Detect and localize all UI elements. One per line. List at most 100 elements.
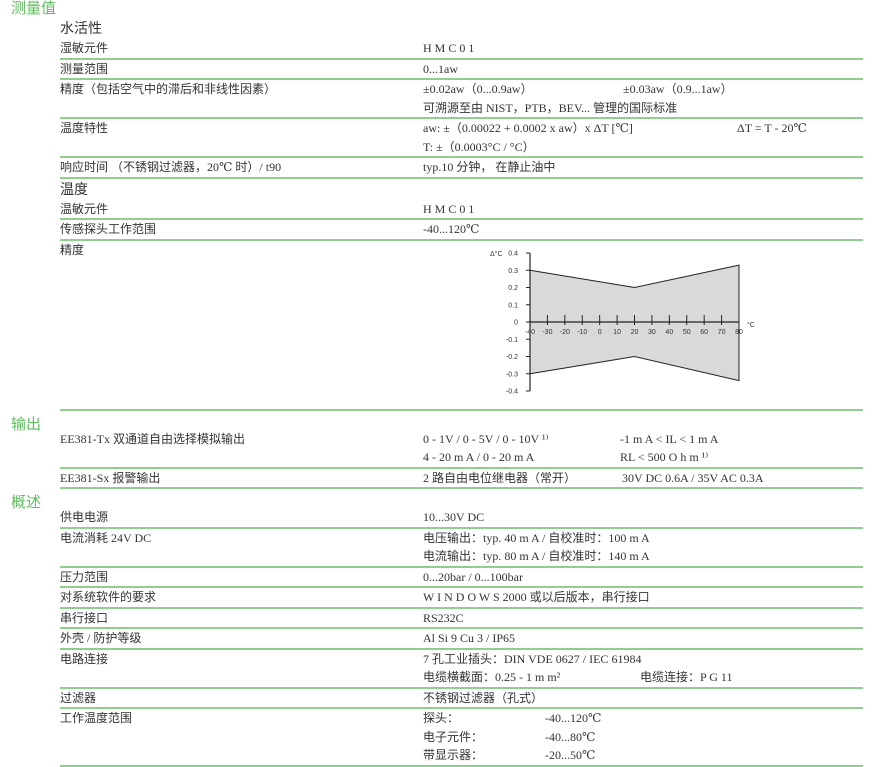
section-heading: 概述 — [11, 493, 42, 511]
value-line: 电流输出：typ. 80 m A / 自校准时：140 m A — [423, 547, 863, 566]
value-text: 0...1aw — [423, 61, 458, 76]
y-tick-label: -0.4 — [506, 388, 518, 395]
subheading: 水活性 — [60, 21, 102, 37]
value-line: 可溯源至由 NIST，PTB，BEV... 管理的国际标准 — [423, 99, 863, 118]
value-line: 探头： -40...120℃ — [423, 709, 863, 728]
value-text: ±0.02aw（0...0.9aw） — [423, 82, 533, 96]
spec-row: 供电电源 10...30V DC — [60, 508, 863, 529]
value-line: 2 路自由电位继电器（常开） 30V DC 0.6A / 35V AC 0.3A — [423, 469, 863, 488]
spec-row: 传感探头工作范围 -40...120℃ — [60, 220, 863, 241]
spec-values: 电压输出：typ. 40 m A / 自校准时：100 m A 电流输出：typ.… — [423, 529, 863, 566]
spec-label: 供电电源 — [60, 510, 109, 524]
value-line: -40...120℃ — [423, 220, 863, 239]
x-tick-label: -30 — [542, 329, 552, 336]
x-tick-label: 0 — [598, 329, 602, 336]
value-line: 电缆横截面：0.25 - 1 m m² 电缆连接：P G 11 — [423, 668, 863, 687]
y-tick-label: 0.2 — [508, 285, 518, 292]
spec-row: 对系统软件的要求 W I N D O W S 2000 或以后版本，串行接口 — [60, 588, 863, 609]
spec-label: 精度 — [60, 242, 85, 257]
spec-row: 工作温度范围 探头： -40...120℃ 电子元件： -40...80℃ 带显示器： -2… — [60, 709, 863, 767]
section-heading: 输出 — [11, 414, 42, 433]
spec-values: 2 路自由电位继电器（常开） 30V DC 0.6A / 35V AC 0.3A — [423, 469, 863, 488]
spec-row: EE381-Sx 报警输出 2 路自由电位继电器（常开） 30V DC 0.6A /… — [60, 469, 863, 489]
spec-row: 电流消耗 24V DC 电压输出：typ. 40 m A / 自校准时：100 m… — [60, 529, 863, 568]
x-tick-label: 70 — [718, 329, 726, 336]
value-text: H M C 0 1 — [423, 201, 475, 216]
spec-label: 过滤器 — [60, 690, 97, 705]
value-line: ±0.02aw（0...0.9aw） ±0.03aw（0.9...1aw） — [423, 80, 863, 99]
y-tick-label: -0.3 — [506, 371, 518, 378]
x-tick-label: -20 — [560, 329, 570, 336]
value-line: 0...1aw — [423, 60, 863, 79]
spec-row: 响应时间 （不锈钢过滤器，20℃ 时）/ t90 typ.10 分钟， 在静止油中 — [60, 158, 863, 179]
value-text: H M C 0 1 — [423, 41, 475, 55]
spec-row: 串行接口 RS232C — [60, 609, 863, 629]
x-tick-label: -10 — [577, 329, 587, 336]
x-tick-label: 50 — [683, 329, 691, 336]
x-axis-label: °C — [747, 321, 755, 329]
x-tick-label: 40 — [665, 329, 673, 336]
spec-values: 10...30V DC — [423, 508, 863, 527]
value-text: 7 孔工业插头：DIN VDE 0627 / IEC 61984 — [423, 651, 642, 666]
value-text: 带显示器： — [423, 748, 484, 762]
value-text: 不锈钢过滤器（孔式） — [423, 690, 544, 705]
spec-label: 响应时间 （不锈钢过滤器，20℃ 时）/ t90 — [60, 160, 282, 174]
value-line: 带显示器： -20...50℃ — [423, 746, 863, 765]
spec-values: W I N D O W S 2000 或以后版本，串行接口 — [423, 588, 863, 607]
spec-row: 精度（包括空气中的滞后和非线性因素） ±0.02aw（0...0.9aw） ±0.0… — [60, 80, 863, 119]
value-line: typ.10 分钟， 在静止油中 — [423, 158, 863, 177]
spec-label: 电路连接 — [60, 651, 109, 666]
spec-values: Al Si 9 Cu 3 / IP65 — [423, 629, 863, 648]
spec-row: EE381-Tx 双通道自由选择模拟输出 0 - 1V / 0 - 5V / 0 … — [60, 430, 863, 469]
spec-values: ±0.02aw（0...0.9aw） ±0.03aw（0.9...1aw） 可溯源至… — [423, 80, 863, 117]
x-tick-label: 10 — [613, 329, 621, 336]
y-tick-label: 0.1 — [508, 302, 518, 309]
spec-label: EE381-Sx 报警输出 — [60, 470, 161, 485]
spec-label: 传感探头工作范围 — [60, 222, 157, 236]
y-tick-label: 0.4 — [508, 250, 518, 257]
spec-label: 对系统软件的要求 — [60, 590, 157, 604]
value-line: RS232C — [423, 609, 863, 628]
value-text-secondary: -1 m A < IL < 1 m A — [620, 431, 719, 446]
value-line: 0...20bar / 0...100bar — [423, 568, 863, 587]
value-text-secondary: 电缆连接：P G 11 — [640, 670, 733, 684]
value-line: 电压输出：typ. 40 m A / 自校准时：100 m A — [423, 529, 863, 548]
spec-label: 电流消耗 24V DC — [60, 530, 152, 545]
value-line: W I N D O W S 2000 或以后版本，串行接口 — [423, 588, 863, 607]
spec-values: aw: ±（0.00022 + 0.0002 x aw）x ΔT [℃] ΔT =… — [423, 119, 863, 156]
value-text-secondary: -40...120℃ — [545, 711, 602, 725]
spec-label: 串行接口 — [60, 610, 109, 625]
spec-label: 测量范围 — [60, 61, 109, 76]
spec-label: 湿敏元件 — [60, 41, 109, 55]
spec-values: H M C 0 1 — [423, 39, 863, 58]
value-line: 4 - 20 m A / 0 - 20 m A RL < 500 O h m ¹⁾ — [423, 448, 863, 467]
spec-values: 7 孔工业插头：DIN VDE 0627 / IEC 61984 电缆横截面：0.… — [423, 650, 863, 687]
value-line: Al Si 9 Cu 3 / IP65 — [423, 629, 863, 648]
value-text-secondary: RL < 500 O h m ¹⁾ — [620, 450, 709, 464]
spec-row: 精度 0.4 0.3 0.2 0.1 0 -0.1 -0.2 -0.3 -0.4 -40 -30 -20… — [60, 241, 863, 411]
value-text: 探头： — [423, 711, 460, 725]
x-tick-label: 20 — [631, 329, 639, 336]
section-heading: 测量值 — [11, 0, 57, 17]
value-line: 7 孔工业插头：DIN VDE 0627 / IEC 61984 — [423, 650, 863, 669]
x-tick-label: 80 — [735, 329, 743, 336]
value-text: W I N D O W S 2000 或以后版本，串行接口 — [423, 590, 650, 604]
value-text-secondary: ΔT = T - 20℃ — [737, 121, 807, 135]
x-tick-label: 30 — [648, 329, 656, 336]
value-text: 电缆横截面：0.25 - 1 m m² — [423, 670, 561, 684]
value-line: 不锈钢过滤器（孔式） — [423, 689, 863, 708]
subheading: 温度 — [60, 181, 88, 198]
spec-label: 外壳 / 防护等级 — [60, 631, 142, 645]
spec-row: 外壳 / 防护等级 Al Si 9 Cu 3 / IP65 — [60, 629, 863, 650]
spec-label: 工作温度范围 — [60, 711, 133, 725]
spec-label: EE381-Tx 双通道自由选择模拟输出 — [60, 431, 245, 446]
value-line: H M C 0 1 — [423, 39, 863, 58]
spec-values: -40...120℃ — [423, 220, 863, 239]
value-text: Al Si 9 Cu 3 / IP65 — [423, 631, 516, 645]
value-text: 0...20bar / 0...100bar — [423, 569, 523, 584]
spec-values: 0 - 1V / 0 - 5V / 0 - 10V ¹⁾ -1 m A < IL … — [423, 430, 863, 467]
value-text: aw: ±（0.00022 + 0.0002 x aw）x ΔT [℃] — [423, 121, 633, 135]
value-text-secondary: ±0.03aw（0.9...1aw） — [623, 82, 733, 96]
spec-label: 温敏元件 — [60, 201, 109, 216]
